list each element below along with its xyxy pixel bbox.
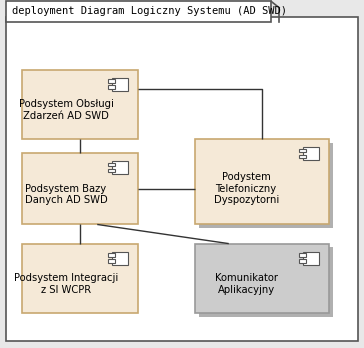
Bar [108, 259, 115, 263]
Text: Podsystem Integracji
z SI WCPR: Podsystem Integracji z SI WCPR [14, 273, 118, 295]
Bar [300, 155, 306, 158]
Bar [303, 147, 319, 160]
Bar [112, 252, 127, 265]
Text: Podsystem Obsługi
Zdarzeń AD SWD: Podsystem Obsługi Zdarzeń AD SWD [19, 99, 114, 121]
Bar [112, 78, 127, 91]
Bar [195, 244, 329, 313]
Bar [112, 161, 127, 174]
Text: deployment Diagram Logiczny Systemu (AD SWD): deployment Diagram Logiczny Systemu (AD … [12, 7, 288, 16]
Bar [300, 259, 306, 263]
Bar [22, 70, 138, 139]
Bar [199, 143, 333, 228]
Bar [108, 169, 115, 172]
Bar [300, 149, 306, 152]
Text: Komunikator
Aplikacyjny: Komunikator Aplikacyjny [215, 273, 278, 295]
Bar [303, 252, 319, 265]
Bar [108, 79, 115, 83]
Bar [108, 85, 115, 89]
Bar [108, 163, 115, 166]
Text: Podsystem Bazy
Danych AD SWD: Podsystem Bazy Danych AD SWD [25, 184, 107, 205]
Text: Podystem
Telefoniczny
Dyspozytorni: Podystem Telefoniczny Dyspozytorni [214, 172, 279, 205]
Bar [199, 247, 333, 317]
Bar [6, 1, 271, 22]
Bar [195, 139, 329, 224]
Bar [108, 253, 115, 257]
Bar [22, 244, 138, 313]
Bar [300, 253, 306, 257]
Bar [22, 153, 138, 224]
